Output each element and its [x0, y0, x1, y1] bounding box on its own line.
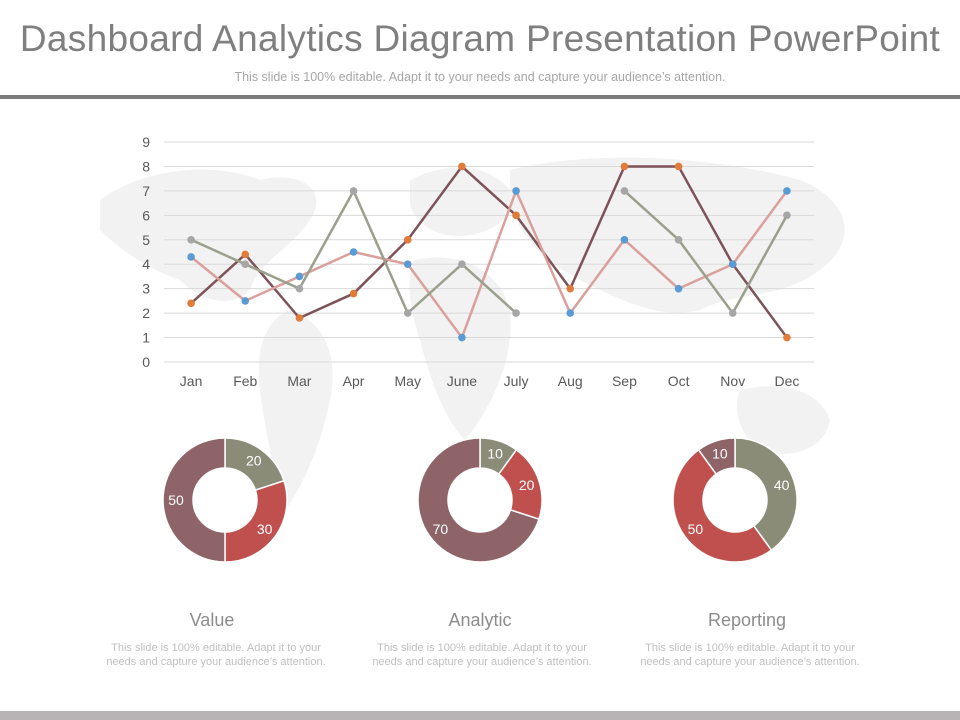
x-tick-label: Nov [720, 373, 745, 389]
donut-slice-label: 10 [712, 445, 728, 461]
data-point-series-3 [512, 309, 520, 317]
donut-slice [697, 437, 736, 476]
donut-description-value: This slide is 100% editable. Adapt it to… [106, 642, 326, 668]
data-point-series-2 [783, 187, 791, 195]
y-tick-label: 3 [142, 281, 150, 297]
donut-slice-label: 50 [688, 521, 704, 537]
x-tick-label: Apr [343, 373, 365, 389]
y-tick-label: 9 [142, 134, 150, 150]
series-line-3 [623, 189, 789, 315]
data-point-series-3 [403, 309, 412, 317]
data-point-series-2 [566, 309, 575, 317]
donut-description-reporting: This slide is 100% editable. Adapt it to… [640, 642, 860, 668]
donut-slice [734, 437, 798, 552]
footer-bar [0, 711, 960, 720]
donut-title-reporting: Reporting [707, 610, 787, 630]
data-point-series-3 [349, 187, 358, 195]
donut-slice [162, 437, 226, 563]
x-tick-label: May [395, 373, 421, 389]
data-point-series-3 [458, 260, 466, 269]
donut-slice-label: 20 [519, 477, 535, 493]
x-tick-label: Mar [287, 373, 311, 389]
y-tick-label: 4 [142, 256, 150, 272]
data-point-series-3 [674, 235, 683, 244]
y-tick-label: 5 [142, 232, 150, 248]
data-point-series-2 [403, 260, 412, 269]
data-point-series-1 [620, 162, 629, 171]
y-tick-label: 7 [142, 183, 150, 199]
data-point-series-3 [295, 284, 304, 293]
x-tick-label: Oct [668, 373, 690, 389]
data-point-series-1 [512, 211, 520, 220]
world-map-background [100, 157, 845, 510]
x-tick-label: June [447, 373, 478, 389]
donut-slice-label: 70 [433, 521, 449, 537]
x-tick-label: Jan [180, 373, 203, 389]
data-point-series-3 [187, 235, 195, 244]
series-line-1 [190, 165, 788, 339]
data-point-series-1 [783, 333, 791, 342]
x-tick-label: Feb [233, 373, 257, 389]
data-point-series-1 [403, 235, 412, 244]
donut-slice-label: 10 [487, 445, 503, 461]
data-point-series-2 [728, 260, 737, 269]
series-line-2 [190, 189, 788, 339]
y-tick-label: 0 [142, 354, 150, 370]
x-tick-label: Aug [558, 373, 583, 389]
data-point-series-1 [295, 314, 304, 322]
data-point-series-3 [783, 211, 791, 220]
data-point-series-1 [241, 250, 250, 259]
donut-slice-label: 40 [774, 477, 790, 493]
x-tick-label: Dec [774, 373, 799, 389]
data-point-series-3 [241, 260, 250, 269]
donut-chart-analytic: 10 20 70 [417, 437, 543, 563]
data-point-series-1 [674, 162, 683, 171]
x-tick-label: Sep [612, 373, 637, 389]
slide-subtitle: This slide is 100% editable. Adapt it to… [234, 70, 726, 84]
donut-slice [672, 448, 773, 563]
data-point-series-2 [458, 333, 466, 342]
line-chart: 0 1 2 3 4 5 6 7 8 9 Jan Feb Mar Apr May June July Aug Sep… [142, 134, 814, 389]
donut-slice-label: 20 [246, 452, 262, 468]
data-point-series-2 [349, 248, 358, 256]
x-tick-label: July [504, 373, 529, 389]
data-point-series-3 [620, 187, 629, 195]
data-point-series-2 [620, 235, 629, 244]
data-point-series-1 [187, 299, 195, 308]
donut-description-analytic: This slide is 100% editable. Adapt it to… [372, 642, 592, 668]
donut-title-analytic: Analytic [448, 610, 512, 630]
y-tick-label: 6 [142, 207, 150, 223]
header-divider [0, 95, 960, 99]
y-tick-label: 2 [142, 305, 150, 321]
data-point-series-3 [728, 309, 737, 317]
data-point-series-2 [295, 272, 304, 281]
donut-slice-label: 50 [168, 492, 184, 508]
data-point-series-1 [566, 284, 575, 293]
data-point-series-1 [458, 162, 466, 171]
donut-slice-label: 30 [257, 521, 273, 537]
data-point-series-2 [674, 284, 683, 293]
slide-title: Dashboard Analytics Diagram Presentation… [19, 18, 941, 59]
data-point-series-2 [241, 297, 250, 305]
donut-chart-reporting: 40 50 10 [672, 437, 798, 563]
donut-chart-value: 20 30 50 [162, 437, 288, 563]
y-tick-label: 8 [142, 158, 150, 174]
data-point-series-2 [512, 187, 520, 195]
donut-slice [224, 479, 288, 563]
data-point-series-1 [349, 289, 358, 298]
donut-slice [417, 437, 540, 563]
data-point-series-2 [187, 253, 195, 261]
y-tick-label: 1 [142, 330, 150, 346]
donut-title-value: Value [189, 610, 235, 630]
